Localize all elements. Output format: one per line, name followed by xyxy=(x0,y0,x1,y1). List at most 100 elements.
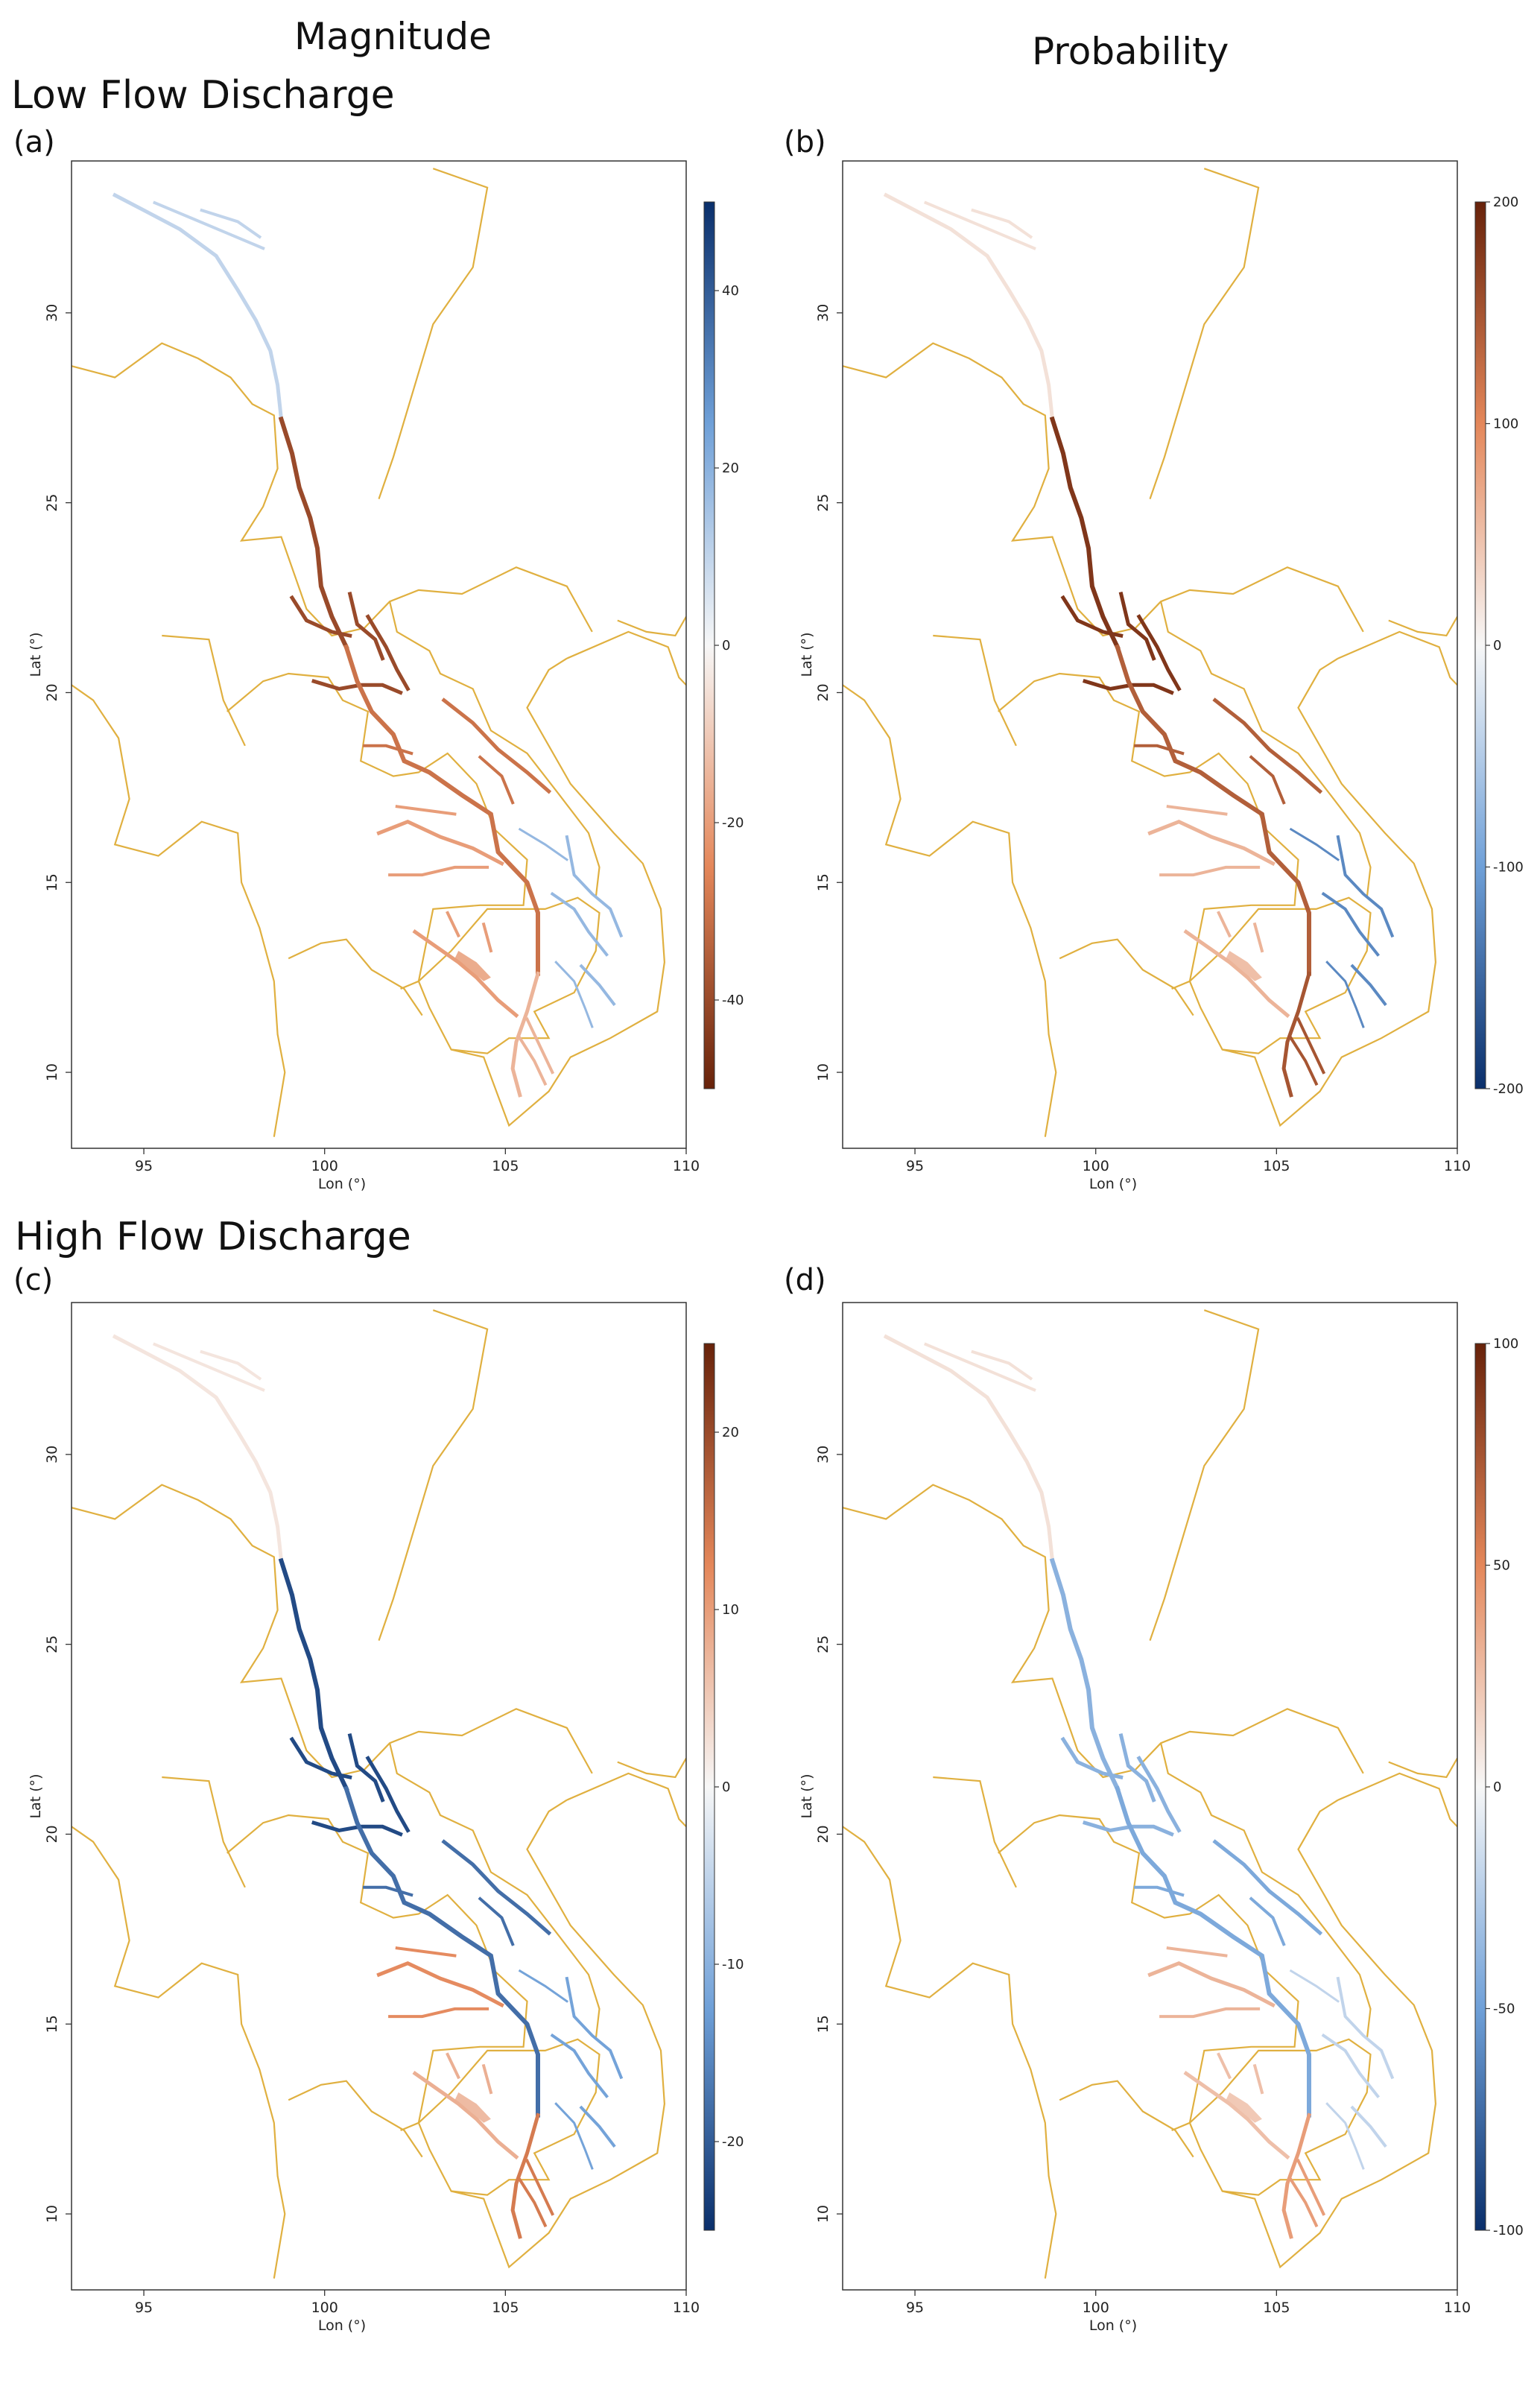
panel-d-river-se_highlands-17 xyxy=(1350,2105,1387,2148)
panel-c-tag: (c) xyxy=(13,1263,54,1297)
panel-b-border-9 xyxy=(1337,630,1457,686)
panel-b-border-5 xyxy=(1188,896,1372,1054)
panel-b-river-middle-9 xyxy=(1212,697,1323,794)
panel-b-river-lower_north-14 xyxy=(1166,805,1228,816)
panel-d-river-upper_middle-5 xyxy=(1118,1732,1156,1803)
panel-d-border-2 xyxy=(997,1814,1299,2132)
panel-b-border-4 xyxy=(1222,657,1437,1127)
panel-a-river-tonle_sap-21 xyxy=(481,922,493,953)
panel-a-tag: (a) xyxy=(13,125,55,159)
panel-a-river-upper_middle-6 xyxy=(365,614,411,692)
panel-c-river-delta-22 xyxy=(510,2113,541,2239)
panel-b-border-10 xyxy=(1388,616,1457,637)
panel-c-river-upper_middle-3 xyxy=(278,1557,349,1792)
panel-d-ytick-label-25: 25 xyxy=(815,1636,831,1654)
panel-b-river-se_highlands-18 xyxy=(1289,827,1340,861)
panel-c-ytick-label-20: 20 xyxy=(44,1825,60,1843)
panel-b-river-lower_north-13 xyxy=(1159,865,1261,877)
panel-d-ytick-label-30: 30 xyxy=(815,1446,831,1463)
panel-d-border-10 xyxy=(1388,1757,1457,1779)
panel-a-border-4 xyxy=(451,657,666,1127)
panel-b-river-delta-24 xyxy=(1289,1036,1319,1086)
panel-a-river-se_highlands-25 xyxy=(554,961,594,1028)
panel-a-river-delta-23 xyxy=(525,1017,555,1075)
panel-a-river-upper_middle-4 xyxy=(289,595,352,638)
panel-a-plot-area xyxy=(72,168,686,1137)
panel-a-xtick-label-110: 110 xyxy=(673,1158,700,1174)
panel-b-river-upper_middle-3 xyxy=(1049,416,1121,651)
panel-d-border-8 xyxy=(933,1776,1017,1888)
panel-c-cb-label-10: 10 xyxy=(722,1602,739,1618)
panel-c-xtick-label-100: 100 xyxy=(311,2300,338,2316)
panel-b-river-upper_basin-1 xyxy=(923,200,1036,250)
panel-d-xtick-label-105: 105 xyxy=(1263,2300,1290,2316)
panel-a-xtick-label-95: 95 xyxy=(135,1158,153,1174)
panel-b-tonle-sap-lake xyxy=(1226,951,1262,981)
panel-d-plot-area xyxy=(843,1309,1457,2279)
panel-a-river-se_highlands-16 xyxy=(550,891,609,957)
panel-c-river-upper_middle-5 xyxy=(347,1732,385,1803)
panel-a-border-7 xyxy=(378,168,489,499)
panel-d-ytick-label-15: 15 xyxy=(815,2015,831,2033)
panel-c-border-10 xyxy=(617,1757,686,1779)
panel-a-river-middle-11 xyxy=(478,755,515,805)
panel-a-river-middle-9 xyxy=(441,697,552,794)
panel-b-ytick-label-20: 20 xyxy=(815,683,831,701)
panel-b-river-upper_basin-0 xyxy=(883,192,1055,422)
panel-c-river-lower_north-13 xyxy=(388,2007,489,2019)
panel-b-cb-label--100: -100 xyxy=(1493,860,1524,876)
panel-a-cb-label-40: 40 xyxy=(722,283,739,299)
panel-a-xtick-label-105: 105 xyxy=(492,1158,519,1174)
panel-d-river-delta-22 xyxy=(1281,2113,1312,2239)
panel-a-river-upper_basin-1 xyxy=(152,200,265,250)
panel-b-river-tonle_sap-21 xyxy=(1252,922,1264,953)
panel-b-colorbar xyxy=(1474,201,1486,1089)
panel-a-river-lower_north-13 xyxy=(388,865,489,877)
panel-a-river-upper_middle-5 xyxy=(347,591,385,661)
panel-b-xlabel: Lon (°) xyxy=(1089,1176,1137,1192)
panel-d-river-middle-9 xyxy=(1212,1839,1323,1936)
panel-a-tonle-sap-lake xyxy=(454,951,491,981)
panel-b-river-tonle_sap-19 xyxy=(1183,929,1290,1019)
panel-b-frame xyxy=(842,160,1458,1149)
panel-a-frame xyxy=(71,160,687,1149)
panel-d-river-middle-8 xyxy=(1115,1785,1311,2118)
panel-c-river-middle-11 xyxy=(478,1896,515,1946)
panel-c-xtick-label-110: 110 xyxy=(673,2300,700,2316)
panel-b-border-7 xyxy=(1149,168,1260,499)
panel-c-border-1 xyxy=(72,1826,286,2279)
panel-c-border-5 xyxy=(417,2038,601,2196)
panel-d-xtick-label-100: 100 xyxy=(1083,2300,1109,2316)
panel-b-cb-label-100: 100 xyxy=(1493,417,1518,432)
panel-c-colorbar xyxy=(703,1343,715,2231)
panel-d-river-tonle_sap-21 xyxy=(1252,2063,1264,2095)
panel-b-river-middle-11 xyxy=(1249,755,1286,805)
panel-d-cb-label--50: -50 xyxy=(1493,2001,1515,2017)
panel-c-river-delta-24 xyxy=(518,2177,548,2228)
panel-a-river-delta-24 xyxy=(518,1036,548,1086)
panel-c-ytick-label-30: 30 xyxy=(44,1446,60,1463)
panel-b-river-middle-8 xyxy=(1115,644,1311,976)
panel-c-river-middle-10 xyxy=(363,1885,413,1897)
panel-d-river-se_highlands-15 xyxy=(1336,1976,1395,2080)
panel-b-river-se_highlands-17 xyxy=(1350,963,1387,1007)
panel-b-ytick-label-10: 10 xyxy=(815,1063,831,1081)
panel-b-cb-label-200: 200 xyxy=(1493,194,1518,210)
map-panel-c: 95 100 105 110 10 15 20 25 30 Lon (°) Lat (°) 20 10 0… xyxy=(28,1298,760,2386)
panel-c-border-7 xyxy=(378,1309,489,1641)
panel-a-border-1 xyxy=(72,684,286,1137)
panel-c-cb-label-0: 0 xyxy=(722,1779,730,1795)
panel-c-ytick-label-10: 10 xyxy=(44,2205,60,2223)
panel-a-cb-label-20: 20 xyxy=(722,461,739,476)
panel-b-border-3 xyxy=(1059,938,1194,1016)
panel-d-frame xyxy=(842,1302,1458,2291)
panel-d-cb-label-0: 0 xyxy=(1493,1779,1501,1795)
panel-b-river-upper_middle-6 xyxy=(1136,614,1182,692)
panel-c-river-se_highlands-25 xyxy=(554,2102,594,2170)
panel-b-border-1 xyxy=(843,684,1057,1137)
panel-a-ytick-label-10: 10 xyxy=(44,1063,60,1081)
panel-a-river-upper_basin-0 xyxy=(112,192,284,422)
panel-d-border-7 xyxy=(1149,1309,1260,1641)
panel-a-ytick-label-25: 25 xyxy=(44,494,60,512)
panel-a-cb-label--20: -20 xyxy=(722,815,744,831)
